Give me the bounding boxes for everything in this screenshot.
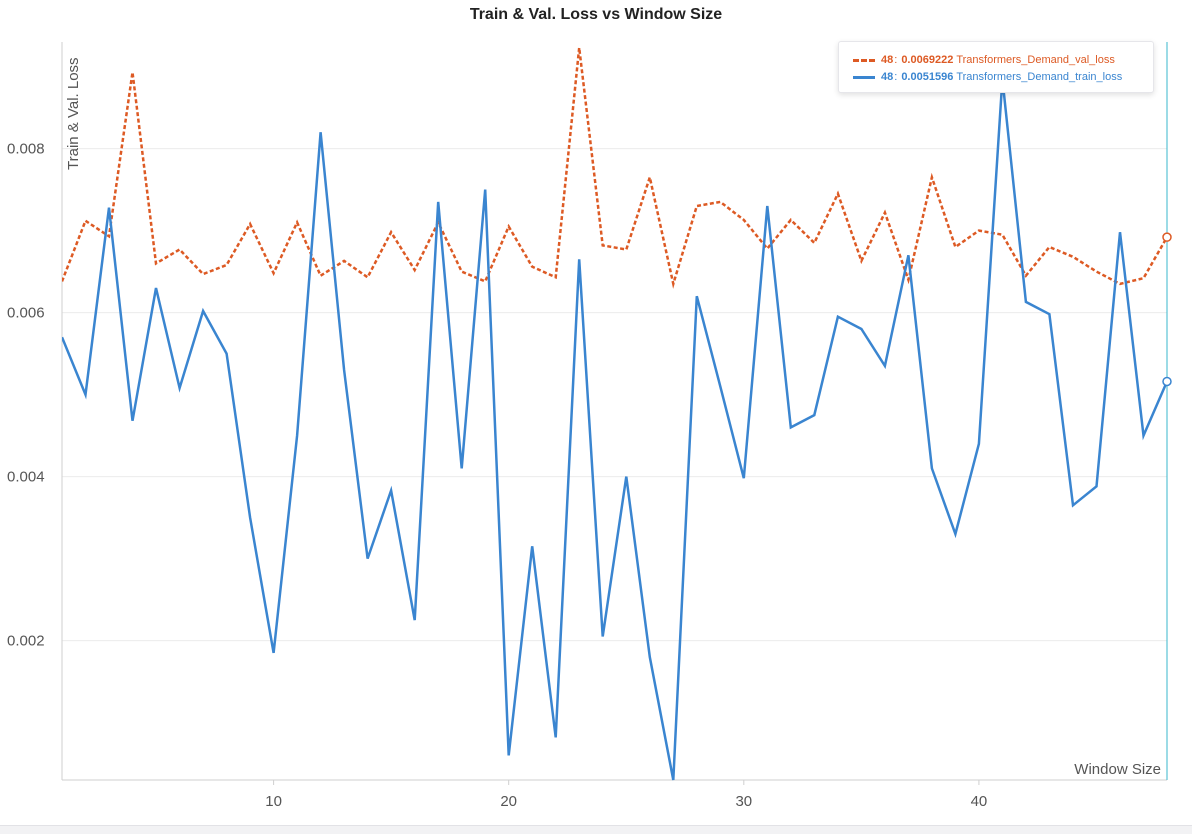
x-tick-label: 30 <box>735 793 752 810</box>
legend-item-train-loss[interactable]: 48 : 0.0051596 Transformers_Demand_train… <box>853 69 1122 85</box>
grid-layer <box>62 148 1167 642</box>
legend-value: 0.0051596 <box>901 71 954 83</box>
y-tick-label: 0.008 <box>7 141 45 158</box>
legend-colon: : <box>894 54 898 66</box>
legend-value: 0.0069222 <box>901 54 954 66</box>
legend-label: Transformers_Demand_train_loss <box>956 71 1123 83</box>
series-line-val-loss <box>62 47 1169 289</box>
marker-layer <box>1162 232 1172 387</box>
x-tick-label: 20 <box>500 793 517 810</box>
series-line-train-loss <box>62 78 1169 781</box>
legend: 48 : 0.0069222 Transformers_Demand_val_l… <box>838 41 1154 93</box>
x-tick-label: 10 <box>265 793 282 810</box>
y-tick-label: 0.002 <box>7 633 45 650</box>
y-tick-label: 0.004 <box>7 469 45 486</box>
hover-point-train-loss <box>1162 376 1172 387</box>
legend-step: 48 <box>881 71 894 83</box>
legend-colon: : <box>894 71 898 83</box>
legend-swatch-val-loss <box>853 58 875 62</box>
legend-swatch-train-loss <box>853 75 875 79</box>
series-layer <box>62 47 1169 781</box>
chart-title: Train & Val. Loss vs Window Size <box>469 6 723 23</box>
y-axis-label: Train & Val. Loss <box>65 57 82 170</box>
hover-point-val-loss <box>1162 232 1172 242</box>
axis-layer: 0.002 0.004 0.006 0.008 10 20 30 40 <box>7 42 1167 810</box>
x-tick-label: 40 <box>971 793 988 810</box>
legend-item-val-loss[interactable]: 48 : 0.0069222 Transformers_Demand_val_l… <box>853 52 1115 68</box>
bottom-bar <box>0 825 1192 834</box>
y-tick-label: 0.006 <box>7 305 45 322</box>
legend-label: Transformers_Demand_val_loss <box>956 54 1115 66</box>
x-axis-label: Window Size <box>1074 761 1161 778</box>
legend-step: 48 <box>881 54 894 66</box>
